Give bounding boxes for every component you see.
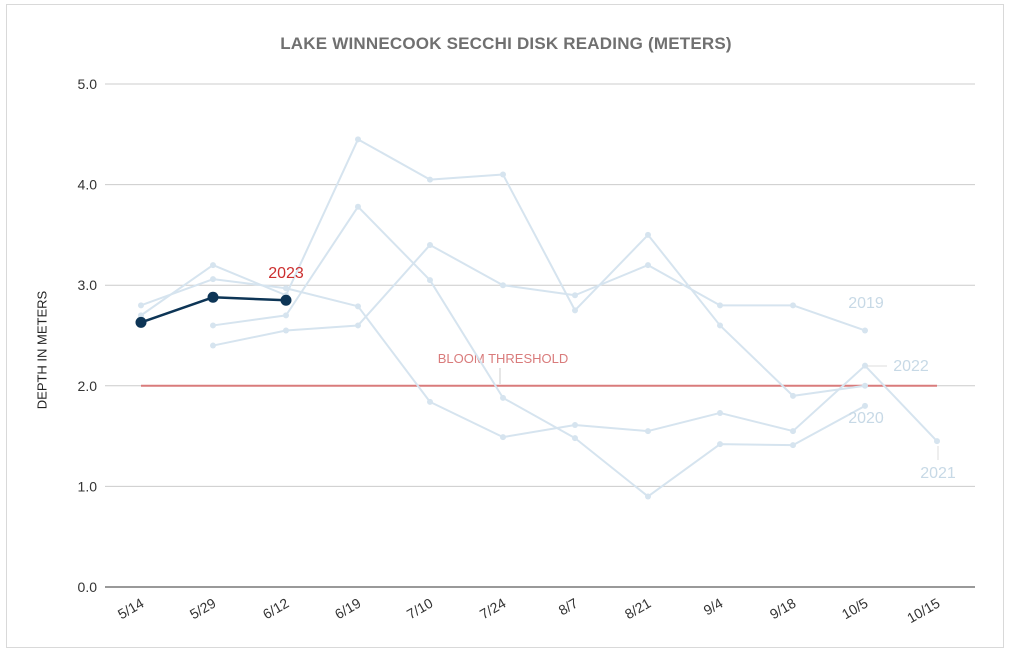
data-point-2022	[572, 422, 578, 429]
series-line-2022	[140, 278, 938, 442]
x-tick-label: 10/5	[839, 595, 871, 623]
data-point-2021	[717, 302, 723, 309]
gridlines	[105, 83, 975, 588]
series-label-2019: 2019	[848, 295, 884, 312]
threshold-label: BLOOM THRESHOLD	[438, 351, 569, 366]
y-tick-label: 1.0	[78, 478, 98, 494]
data-point-2023	[280, 294, 292, 306]
data-point-2022	[283, 285, 289, 292]
data-point-2020	[790, 442, 796, 449]
series-label-2020: 2020	[848, 410, 884, 427]
x-tick-label: 6/19	[332, 595, 364, 623]
data-point-2021	[572, 292, 578, 299]
data-point-2021	[210, 342, 216, 349]
data-point-2021	[500, 282, 506, 289]
x-tick-label: 9/4	[701, 595, 726, 619]
x-tick-label: 7/10	[404, 595, 436, 623]
x-tick-label: 10/15	[904, 595, 943, 626]
data-point-2020	[862, 402, 868, 409]
data-point-2023	[207, 291, 219, 303]
data-point-2022	[934, 438, 940, 445]
series-label-2022: 2022	[893, 358, 929, 375]
data-point-2021	[427, 241, 433, 248]
data-point-2019	[210, 262, 216, 269]
y-tick-label: 4.0	[78, 177, 98, 193]
data-point-2021	[355, 322, 361, 329]
data-point-2019	[427, 176, 433, 183]
data-point-2022	[500, 434, 506, 441]
data-point-2019	[355, 136, 361, 143]
data-point-2021	[790, 302, 796, 309]
y-tick-labels: 0.0 1.0 2.0 3.0 4.0 5.0	[78, 76, 98, 595]
x-tick-label: 5/14	[115, 595, 147, 623]
data-point-2023	[135, 316, 147, 328]
y-tick-label: 2.0	[78, 378, 98, 394]
data-point-2022	[645, 428, 651, 435]
chart-title: LAKE WINNECOOK SECCHI DISK READING (METE…	[280, 34, 732, 53]
data-point-2021	[862, 327, 868, 334]
data-point-2019	[645, 231, 651, 238]
data-point-2022	[862, 362, 868, 369]
x-tick-labels: 5/14 5/29 6/12 6/19 7/10 7/24 8/7 8/21 9/4 9/18 10…	[115, 595, 943, 626]
series-labels: 2019 2022 2020 2021 2023	[268, 265, 956, 482]
chart-frame	[6, 4, 1004, 648]
data-point-2019	[717, 322, 723, 329]
data-point-2020	[572, 435, 578, 442]
x-tick-label: 6/12	[260, 595, 292, 623]
data-point-2022	[427, 398, 433, 405]
x-tick-label: 8/21	[622, 595, 654, 623]
series-label-2023: 2023	[268, 265, 304, 282]
data-point-2022	[210, 276, 216, 283]
data-point-2021	[645, 262, 651, 269]
data-point-2020	[717, 441, 723, 448]
series-lines	[135, 136, 940, 500]
data-point-2021	[283, 327, 289, 334]
data-point-2019	[138, 312, 144, 319]
data-point-2020	[500, 394, 506, 401]
data-point-2022	[717, 409, 723, 416]
data-point-2019	[862, 382, 868, 389]
data-point-2019	[572, 307, 578, 314]
x-tick-label: 7/24	[477, 595, 509, 623]
data-point-2022	[355, 303, 361, 310]
data-point-2019	[790, 392, 796, 399]
data-point-2019	[500, 171, 506, 178]
y-tick-label: 3.0	[78, 277, 98, 293]
series-line-2021	[212, 243, 866, 347]
series-line-2020	[212, 205, 866, 498]
bloom-threshold: BLOOM THRESHOLD	[141, 351, 937, 387]
data-point-2020	[283, 312, 289, 319]
data-point-2020	[645, 493, 651, 500]
y-tick-label: 0.0	[78, 579, 98, 595]
data-point-2020	[355, 203, 361, 210]
data-point-2020	[427, 277, 433, 284]
data-point-2022	[790, 428, 796, 435]
data-point-2020	[210, 322, 216, 329]
x-tick-label: 5/29	[187, 595, 219, 623]
x-tick-label: 8/7	[556, 595, 581, 619]
series-label-2021: 2021	[920, 465, 956, 482]
data-point-2022	[138, 302, 144, 309]
y-tick-label: 5.0	[78, 76, 98, 92]
x-tick-label: 9/18	[767, 595, 799, 623]
